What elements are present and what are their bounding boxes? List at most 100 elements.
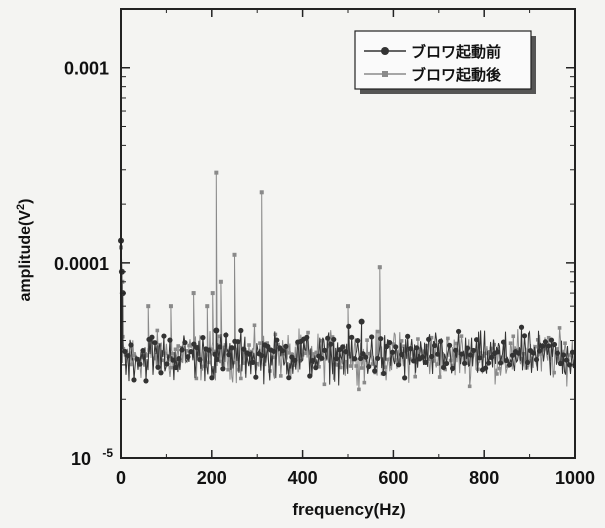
data-point xyxy=(509,352,516,358)
data-point xyxy=(226,367,230,372)
data-point xyxy=(348,364,353,368)
data-point xyxy=(197,357,203,363)
data-point xyxy=(411,358,417,364)
data-point xyxy=(384,343,390,350)
peak-point xyxy=(358,318,365,325)
data-point xyxy=(521,333,528,339)
legend: ブロワ起動前 ブロワ起動後 xyxy=(354,30,536,94)
data-point xyxy=(381,370,387,377)
y-tick-label: 10 xyxy=(71,449,91,469)
data-point xyxy=(511,334,516,339)
data-point xyxy=(470,347,477,354)
peak-point xyxy=(210,291,215,296)
data-point xyxy=(210,347,214,352)
x-tick-label: 0 xyxy=(116,468,126,488)
data-point xyxy=(370,362,375,366)
data-point xyxy=(387,339,393,346)
data-point xyxy=(391,342,396,346)
data-point xyxy=(484,351,488,356)
data-point xyxy=(241,361,246,365)
data-point xyxy=(185,354,191,360)
data-point xyxy=(503,357,510,364)
data-point xyxy=(560,352,567,358)
data-point xyxy=(530,350,537,356)
y-axis-label: amplitude(V2) xyxy=(15,198,34,301)
data-point xyxy=(274,337,280,343)
x-axis-label: frequency(Hz) xyxy=(292,500,405,519)
data-point xyxy=(454,341,458,346)
data-point xyxy=(247,351,253,357)
tick-layer: 0 200 400 600 800 1000 10 -5 0.0001 0.001 xyxy=(54,9,595,488)
data-point xyxy=(386,357,390,362)
data-point xyxy=(366,363,372,370)
data-point xyxy=(545,343,552,349)
data-point xyxy=(187,343,191,348)
data-point xyxy=(235,339,241,345)
data-point xyxy=(173,347,178,352)
data-point xyxy=(363,354,369,360)
data-point xyxy=(137,361,143,367)
data-point xyxy=(330,335,335,339)
data-point xyxy=(211,349,216,354)
data-point xyxy=(188,349,194,355)
peak-point xyxy=(146,304,151,309)
peak-point xyxy=(377,265,382,270)
data-point xyxy=(280,348,286,354)
data-point xyxy=(414,345,420,351)
data-point xyxy=(212,351,218,357)
data-point xyxy=(214,356,220,362)
y-tick-label-exponent: -5 xyxy=(102,446,113,460)
data-point xyxy=(129,362,133,367)
data-point xyxy=(200,335,206,341)
data-point xyxy=(349,334,355,340)
y-axis-label-main: amplitude(V xyxy=(17,210,34,302)
data-point xyxy=(238,327,244,334)
data-point xyxy=(538,352,543,356)
data-point xyxy=(569,349,576,355)
data-point xyxy=(286,375,292,381)
data-point xyxy=(482,365,489,371)
data-point xyxy=(375,355,381,361)
data-point xyxy=(164,361,170,367)
data-point xyxy=(206,347,212,353)
data-point xyxy=(533,344,537,349)
data-point xyxy=(314,350,319,355)
data-point xyxy=(359,366,364,370)
data-point xyxy=(167,337,173,343)
data-point xyxy=(533,357,540,363)
data-point xyxy=(452,347,459,353)
data-point xyxy=(539,343,546,349)
y-axis-label-sup: 2 xyxy=(15,204,27,210)
data-point xyxy=(376,329,380,334)
data-point xyxy=(236,367,240,372)
data-point xyxy=(358,355,364,362)
data-point xyxy=(194,345,200,351)
data-point xyxy=(255,361,259,366)
data-point xyxy=(508,341,513,346)
data-point xyxy=(568,353,573,357)
series-layer xyxy=(118,170,576,392)
data-point xyxy=(239,376,243,381)
data-point xyxy=(271,348,277,354)
data-point xyxy=(343,349,349,355)
data-point xyxy=(265,343,271,350)
data-point xyxy=(304,334,310,341)
data-point xyxy=(334,356,340,362)
x-tick-label: 400 xyxy=(288,468,318,488)
data-point xyxy=(311,352,316,356)
data-point xyxy=(486,350,491,354)
data-point xyxy=(522,351,526,356)
data-point xyxy=(421,349,426,353)
data-point xyxy=(131,377,137,383)
data-point xyxy=(413,374,417,379)
data-point xyxy=(555,347,559,351)
data-point xyxy=(341,351,346,355)
data-point xyxy=(155,364,161,370)
legend-label-before: ブロワ起動前 xyxy=(411,43,501,61)
data-point xyxy=(405,333,411,339)
data-point xyxy=(176,344,181,348)
legend-box xyxy=(354,30,532,90)
data-point xyxy=(429,353,435,360)
data-point xyxy=(390,349,396,355)
